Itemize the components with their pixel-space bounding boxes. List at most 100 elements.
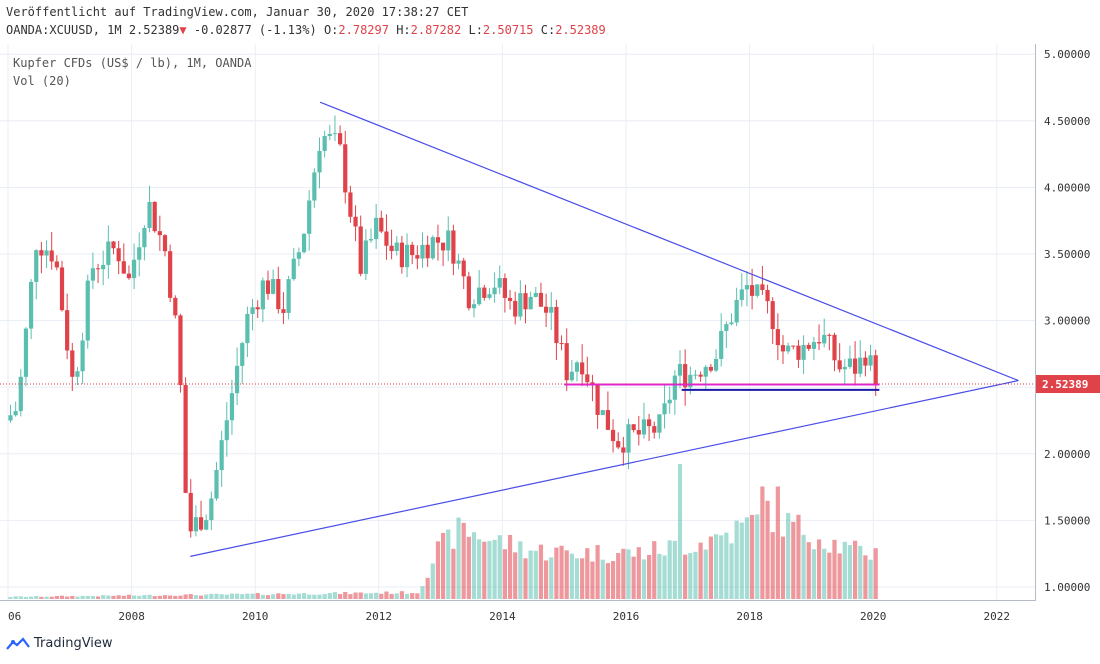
volume-bar xyxy=(755,514,760,599)
candle-body xyxy=(322,136,327,151)
candle-body xyxy=(734,299,739,323)
candle-body xyxy=(477,287,482,305)
volume-bar xyxy=(590,561,595,599)
low-value: 2.50715 xyxy=(482,23,534,37)
candle-body xyxy=(44,250,49,256)
candle-body xyxy=(276,279,281,310)
candle-body xyxy=(399,242,404,268)
volume-bar xyxy=(770,532,775,599)
volume-bar xyxy=(59,595,65,599)
candle-body xyxy=(786,345,791,352)
volume-bar xyxy=(54,595,59,599)
candle-body xyxy=(224,420,229,441)
volume-bar xyxy=(44,596,49,599)
volume-bar xyxy=(13,596,18,599)
candle-body xyxy=(8,415,13,421)
time-tick-label: 2022 xyxy=(984,610,1011,623)
volume-bar xyxy=(842,541,847,599)
candle-body xyxy=(765,289,770,302)
volume-bar xyxy=(724,532,729,599)
candle-body xyxy=(255,307,260,310)
volume-bar xyxy=(116,595,121,599)
volume-bar xyxy=(858,545,863,599)
candle-body xyxy=(631,424,636,431)
candle-body xyxy=(39,250,44,256)
candle-body xyxy=(641,419,647,435)
volume-bar xyxy=(394,593,399,599)
volume-bar xyxy=(101,595,106,599)
candle-body xyxy=(688,374,693,388)
candle-body xyxy=(554,306,559,344)
volume-bar xyxy=(863,555,868,599)
candle-body xyxy=(827,334,832,336)
volume-bar xyxy=(235,593,240,599)
candle-body xyxy=(791,345,796,347)
candle-body xyxy=(549,306,554,313)
candle-body xyxy=(132,259,137,279)
volume-bar xyxy=(34,595,39,599)
volume-bar xyxy=(121,595,126,599)
candle-body xyxy=(435,237,441,243)
volume-bar xyxy=(327,593,332,599)
candle-body xyxy=(389,245,394,252)
volume-bar xyxy=(260,594,265,599)
open-value: 2.78297 xyxy=(338,23,389,37)
candle-body xyxy=(250,307,255,314)
candle-body xyxy=(162,235,168,252)
candle-body xyxy=(724,324,729,331)
candle-body xyxy=(18,376,23,412)
candle-body xyxy=(183,385,188,493)
volume-bar xyxy=(549,557,554,599)
candle-body xyxy=(574,362,580,372)
candle-body xyxy=(260,280,265,310)
price-axis[interactable]: 1.000001.500002.000002.500003.000003.500… xyxy=(1036,48,1100,594)
volume-bar xyxy=(667,540,672,599)
time-tick-label: 2008 xyxy=(118,610,145,623)
candle-body xyxy=(719,330,724,359)
volume-bars xyxy=(8,464,878,599)
volume-bar xyxy=(49,596,54,599)
candle-body xyxy=(750,285,755,296)
candle-body xyxy=(240,343,245,366)
close-value: 2.52389 xyxy=(555,23,606,37)
volume-bar xyxy=(353,592,358,599)
candle-body xyxy=(600,410,605,415)
volume-bar xyxy=(255,593,260,599)
price-tick-label: 2.00000 xyxy=(1044,448,1090,461)
price-tick-label: 4.00000 xyxy=(1044,181,1090,194)
candle-body xyxy=(425,244,430,259)
candle-body xyxy=(65,310,70,351)
volume-bar xyxy=(276,593,281,599)
volume-bar xyxy=(729,543,734,599)
candle-body xyxy=(538,292,544,307)
footer-brand[interactable]: TradingView xyxy=(6,636,113,651)
candle-body xyxy=(760,284,765,290)
candle-body xyxy=(703,366,708,377)
candle-body xyxy=(384,231,389,246)
candlesticks xyxy=(8,115,878,538)
time-tick-label: 2018 xyxy=(736,610,763,623)
volume-bar xyxy=(523,558,528,599)
candle-body xyxy=(49,250,54,262)
candle-body xyxy=(585,374,590,383)
volume-bar xyxy=(281,594,286,599)
volume-bar xyxy=(497,535,502,599)
candle-body xyxy=(832,334,837,361)
volume-bar xyxy=(811,549,816,599)
volume-bar xyxy=(605,563,610,599)
volume-bar xyxy=(420,586,425,599)
time-axis[interactable]: 06 2008 2010 2012 2014 2016 2018 2020 2022 xyxy=(8,610,1010,623)
volume-bar xyxy=(780,536,786,599)
trendline-lower xyxy=(190,379,1019,557)
volume-bar xyxy=(688,553,693,599)
candle-body xyxy=(338,133,343,145)
candle-body xyxy=(59,267,65,311)
volume-bar xyxy=(147,594,152,599)
volume-bar xyxy=(425,577,430,599)
candle-body xyxy=(368,239,374,241)
price-axis-border xyxy=(1035,44,1036,600)
volume-bar xyxy=(435,541,441,599)
volume-bar xyxy=(471,532,477,599)
chart-header: Veröffentlicht auf TradingView.com, Janu… xyxy=(6,3,606,39)
